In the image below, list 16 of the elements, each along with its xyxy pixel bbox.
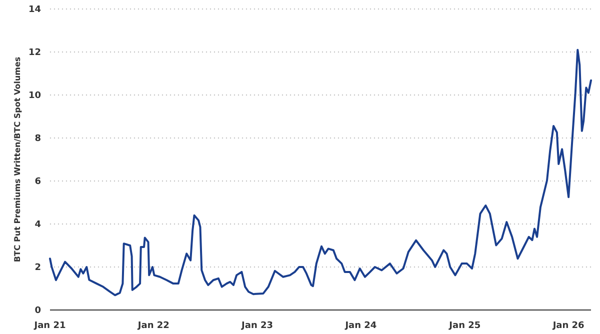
x-tick-label: Jan 21 (33, 321, 66, 331)
x-tick-label: Jan 26 (552, 321, 584, 331)
line-series (49, 48, 592, 296)
y-tick-label: 0 (34, 306, 41, 316)
y-tick-label: 6 (34, 177, 41, 188)
y-tick-label: 14 (28, 5, 41, 16)
y-tick-label: 12 (28, 48, 41, 58)
x-tick-label: Jan 23 (240, 321, 274, 331)
x-tick-label: Jan 24 (344, 321, 377, 331)
x-tick-label: Jan 22 (136, 321, 170, 331)
y-axis-title: BTC Put Premiums Written/BTC Spot Volumes (13, 56, 22, 262)
y-tick-label: 4 (34, 220, 41, 230)
x-tick-label: Jan 25 (448, 321, 481, 331)
y-tick-label: 2 (34, 263, 41, 274)
y-tick-label: 8 (34, 134, 41, 144)
y-tick-label: 10 (28, 91, 41, 102)
